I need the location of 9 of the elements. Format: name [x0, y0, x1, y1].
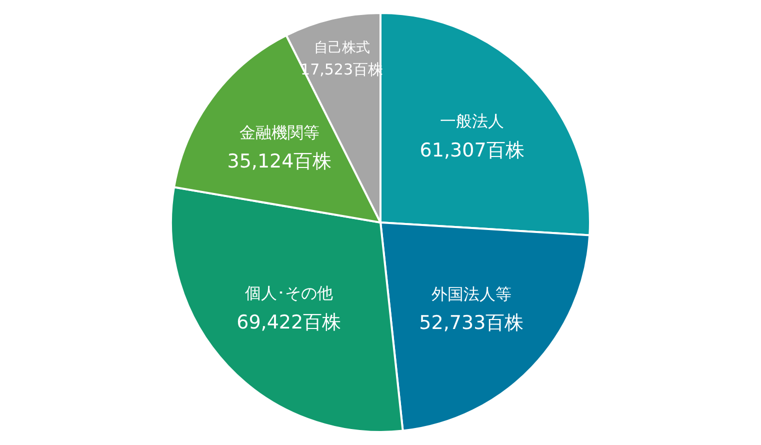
- slice-label: 自己株式: [314, 40, 370, 56]
- data-label: 69,422百株: [236, 311, 342, 334]
- data-label: 52,733百株: [419, 312, 524, 334]
- slice-label: 外国法人等: [431, 284, 512, 304]
- slice-label: 個人･その他: [244, 284, 333, 303]
- data-label: 61,307百株: [420, 139, 524, 162]
- slice-label: 金融機関等: [239, 122, 320, 142]
- data-label: 35,124百株: [227, 150, 332, 173]
- slice-label: 一般法人: [440, 112, 504, 131]
